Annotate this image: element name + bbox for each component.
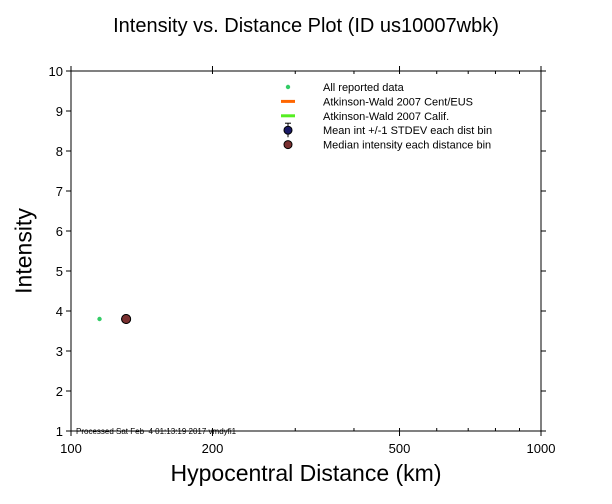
- y-tick-label: 6: [56, 224, 63, 239]
- y-tick-label: 1: [56, 424, 63, 439]
- data-marks: [97, 314, 132, 324]
- x-tick-label: 200: [202, 441, 224, 456]
- y-tick-label: 5: [56, 264, 63, 279]
- y-tick-label: 3: [56, 344, 63, 359]
- legend-label: All reported data: [323, 82, 405, 94]
- legend-median-symbol: [283, 140, 293, 150]
- y-tick-label: 9: [56, 104, 63, 119]
- processed-footer: Processed Sat Feb 4 01:13:19 2017 vmdyfi…: [76, 427, 237, 436]
- x-tick-label: 1000: [527, 441, 556, 456]
- legend: All reported data Atkinson-Wald 2007 Cent…: [281, 82, 492, 152]
- legend-point-symbol: [285, 84, 291, 90]
- axis-ticks: 100 200 500 1000 1 2 3 4 5 6 7 8 9 10: [49, 64, 556, 456]
- y-tick-label: 10: [49, 64, 63, 79]
- plot-frame: [70, 70, 542, 432]
- y-tick-label: 4: [56, 304, 63, 319]
- y-tick-label: 7: [56, 184, 63, 199]
- legend-label: Mean int +/-1 STDEV each dist bin: [323, 125, 492, 137]
- legend-label: Atkinson-Wald 2007 Cent/EUS: [323, 96, 473, 108]
- median-point: [121, 314, 132, 324]
- legend-mean-symbol: [283, 125, 293, 135]
- x-axis-label: Hypocentral Distance (km): [170, 460, 442, 486]
- y-tick-label: 8: [56, 144, 63, 159]
- x-tick-label: 100: [60, 441, 82, 456]
- y-axis-label: Intensity: [10, 208, 37, 294]
- legend-label: Median intensity each distance bin: [323, 140, 491, 152]
- y-tick-label: 2: [56, 384, 63, 399]
- x-tick-label: 500: [389, 441, 411, 456]
- reported-data-point: [97, 316, 102, 322]
- chart-title: Intensity vs. Distance Plot (ID us10007w…: [113, 15, 499, 37]
- legend-label: Atkinson-Wald 2007 Calif.: [323, 111, 449, 123]
